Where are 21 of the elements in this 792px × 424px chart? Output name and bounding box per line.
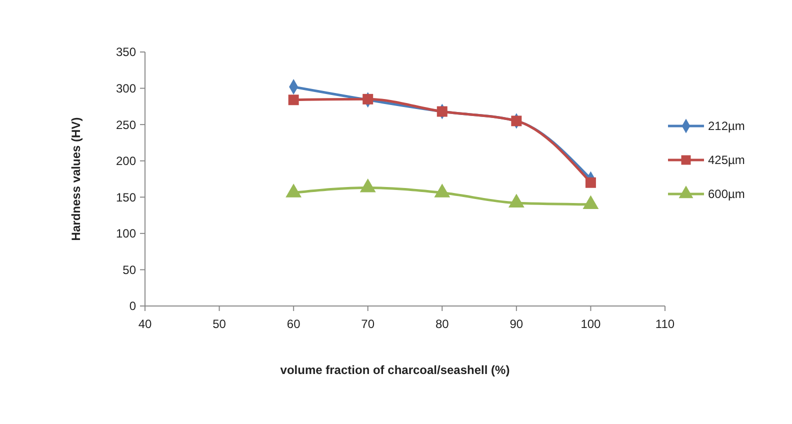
x-tick-label: 70 [361, 317, 375, 331]
legend-label: 600µm [708, 187, 745, 202]
x-tick-label: 40 [138, 317, 152, 331]
y-axis-title: Hardness values (HV) [69, 117, 83, 241]
x-tick-label: 50 [212, 317, 226, 331]
y-tick-label: 150 [116, 190, 136, 204]
legend-label: 212µm [708, 119, 745, 134]
y-tick-label: 100 [116, 226, 136, 241]
x-tick-label: 90 [510, 317, 524, 331]
y-tick-label: 350 [116, 45, 136, 60]
x-tick-label: 110 [655, 317, 675, 331]
x-tick-label: 80 [435, 317, 450, 331]
y-tick-label: 50 [122, 262, 136, 277]
y-tick-label: 300 [116, 81, 136, 96]
x-tick-label: 100 [580, 317, 602, 331]
x-axis-title: volume fraction of charcoal/seashell (%) [280, 363, 510, 377]
legend-label: 425µm [708, 153, 745, 168]
y-tick-label: 200 [116, 154, 136, 168]
y-tick-label: 250 [116, 118, 136, 132]
y-tick-label: 0 [129, 299, 136, 314]
x-tick-label: 60 [286, 317, 301, 331]
